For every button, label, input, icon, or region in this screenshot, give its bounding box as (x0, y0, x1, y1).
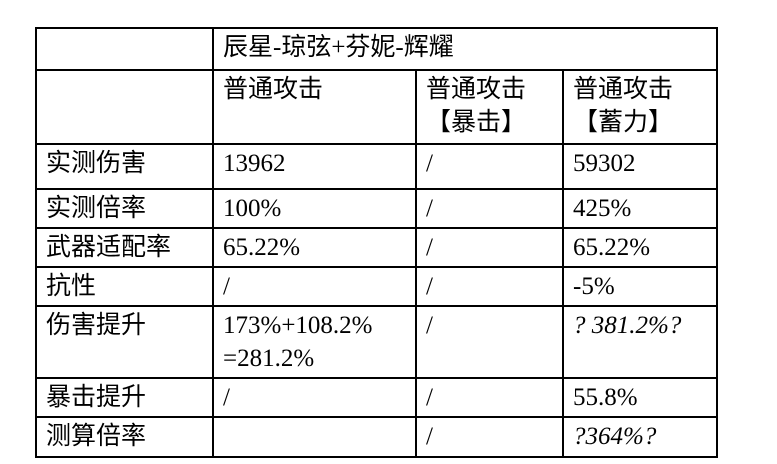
col-header-normal-attack: 普通攻击 (212, 69, 417, 145)
cell-value: / (415, 305, 564, 379)
table-row-measured-multiplier: 实测倍率 100% / 425% (35, 188, 719, 229)
damage-calc-table: 辰星-琼弦+芬妮-辉耀 普通攻击 普通攻击 【暴击】 普通攻击 【蓄力】 实测伤… (35, 27, 719, 458)
corner-empty-cell (35, 69, 214, 145)
cell-value: 65.22% (561, 227, 719, 268)
cell-value: / (415, 143, 564, 190)
col-header-charged-attack: 普通攻击 【蓄力】 (561, 69, 719, 145)
row-label: 实测倍率 (35, 188, 214, 229)
cell-value: / (415, 266, 564, 307)
cell-value: 55.8% (561, 377, 719, 418)
cell-value (212, 416, 417, 458)
col-header-crit-attack: 普通攻击 【暴击】 (415, 69, 564, 145)
cell-value: / (415, 188, 564, 229)
cell-value: 13962 (212, 143, 417, 190)
row-label: 实测伤害 (35, 143, 214, 190)
cell-value: 59302 (561, 143, 719, 190)
table-row-measured-damage: 实测伤害 13962 / 59302 (35, 143, 719, 190)
cell-value: / (415, 416, 564, 458)
table-row-resistance: 抗性 / / -5% (35, 266, 719, 307)
cell-value: 100% (212, 188, 417, 229)
row-label: 测算倍率 (35, 416, 214, 458)
table-title: 辰星-琼弦+芬妮-辉耀 (211, 27, 719, 71)
corner-empty-cell (35, 27, 214, 71)
cell-value: / (212, 377, 417, 418)
cell-value-uncertain: ? 381.2%? (561, 305, 719, 379)
cell-value: 173%+108.2% =281.2% (212, 305, 417, 379)
cell-value: -5% (561, 266, 719, 307)
cell-value: 425% (561, 188, 719, 229)
table-row-calculated-multiplier: 测算倍率 / ?364%? (35, 416, 719, 458)
column-header-row: 普通攻击 普通攻击 【暴击】 普通攻击 【蓄力】 (35, 69, 719, 145)
cell-value: 65.22% (212, 227, 417, 268)
cell-value: / (415, 377, 564, 418)
cell-value: / (415, 227, 564, 268)
table-row-damage-boost: 伤害提升 173%+108.2% =281.2% / ? 381.2%? (35, 305, 719, 379)
row-label: 武器适配率 (35, 227, 214, 268)
table-row-weapon-fit-rate: 武器适配率 65.22% / 65.22% (35, 227, 719, 268)
table-title-row: 辰星-琼弦+芬妮-辉耀 (35, 27, 719, 71)
row-label: 伤害提升 (35, 305, 214, 379)
row-label: 暴击提升 (35, 377, 214, 418)
row-label: 抗性 (35, 266, 214, 307)
cell-value-uncertain: ?364%? (561, 416, 719, 458)
cell-value: / (212, 266, 417, 307)
table-row-crit-boost: 暴击提升 / / 55.8% (35, 377, 719, 418)
